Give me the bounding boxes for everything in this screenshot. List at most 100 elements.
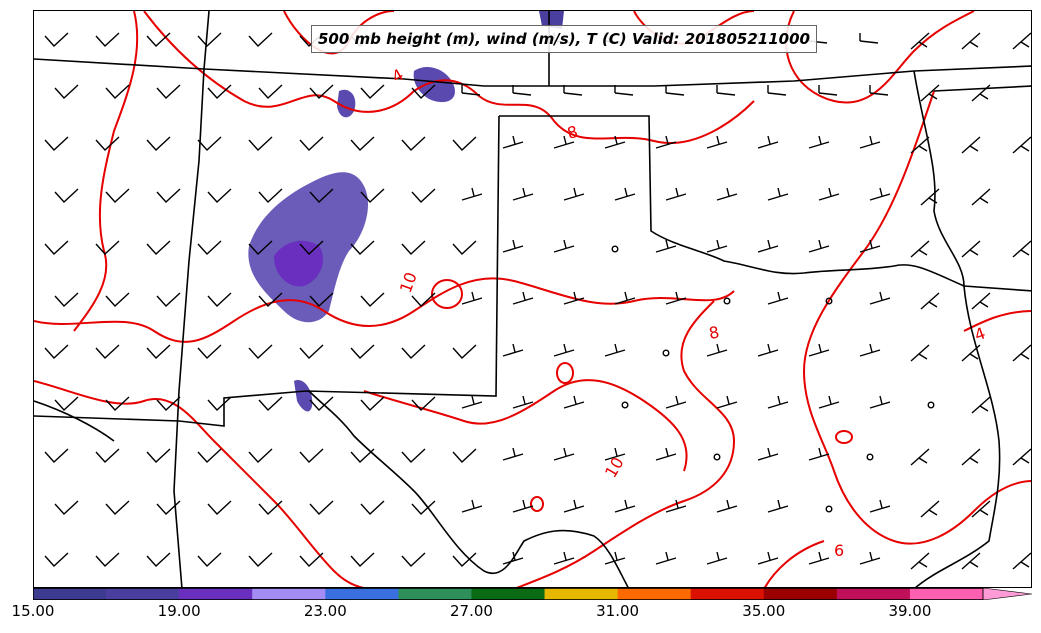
wind-barb <box>706 239 728 253</box>
wind-barb <box>920 188 940 206</box>
wind-barb <box>971 292 991 310</box>
wind-barb <box>604 447 626 461</box>
border-line <box>34 115 500 427</box>
wind-barb <box>553 239 575 253</box>
wind-barb <box>808 551 830 565</box>
wind-barb <box>401 448 426 463</box>
wind-barb <box>614 85 634 96</box>
wind-barb <box>105 292 130 307</box>
colorbar-segment <box>252 588 326 600</box>
calm-wind-marker <box>866 453 874 461</box>
colorbar-segment <box>690 588 765 600</box>
colorbar-tick-label: 35.00 <box>742 602 786 620</box>
contour-line <box>143 11 755 144</box>
wind-barb <box>716 85 736 96</box>
wind-barb <box>350 136 375 151</box>
wind-barb <box>452 136 477 151</box>
wind-barb <box>207 500 232 515</box>
wind-barb <box>757 239 779 253</box>
colorbar-segment <box>106 588 180 600</box>
wind-barb <box>207 84 232 99</box>
wind-barb <box>808 135 830 149</box>
wind-barb <box>502 135 524 149</box>
contour-line <box>73 11 139 332</box>
wind-barb <box>411 292 436 307</box>
wind-barb <box>757 135 779 149</box>
contour-label: 10 <box>396 270 421 296</box>
wind-barb <box>716 187 738 201</box>
wind-barb <box>197 552 222 567</box>
wind-barb <box>95 32 120 47</box>
wind-barb <box>401 552 426 567</box>
wind-barb <box>920 500 940 518</box>
colorbar-segment <box>398 588 472 600</box>
wind-barb <box>971 188 991 206</box>
wind-barb <box>716 395 738 409</box>
wind-barb <box>1012 240 1031 258</box>
calm-wind-marker <box>723 297 731 305</box>
wind-barb <box>869 291 891 305</box>
wind-barb <box>553 343 575 357</box>
wind-barb <box>859 551 881 565</box>
wind-barb <box>665 187 687 201</box>
border-line <box>173 11 210 587</box>
wind-barb <box>95 448 120 463</box>
wind-barb <box>105 396 130 411</box>
wind-barb <box>961 240 981 258</box>
wind-barb <box>1012 552 1031 570</box>
wind-barb <box>655 239 677 253</box>
wind-barb <box>44 552 69 567</box>
wind-barb <box>910 136 930 154</box>
wind-barb <box>920 84 940 102</box>
wind-barb <box>910 344 930 362</box>
contour-line <box>363 379 688 472</box>
wind-barb <box>757 551 779 565</box>
wind-barb <box>971 396 991 414</box>
wind-barb <box>920 292 940 310</box>
wind-barb <box>767 499 789 513</box>
wind-barb <box>146 448 171 463</box>
wind-barb <box>859 343 881 357</box>
wind-barb <box>105 500 130 515</box>
wind-barb <box>309 500 334 515</box>
wind-barb <box>156 188 181 203</box>
map-title: 500 mb height (m), wind (m/s), T (C) Val… <box>311 25 817 53</box>
wind-barb <box>401 240 426 255</box>
wind-barb <box>309 84 334 99</box>
wind-barb <box>258 84 283 99</box>
wind-barb <box>512 187 534 201</box>
wind-barb <box>512 85 532 96</box>
wind-barb <box>512 291 534 305</box>
wind-barb <box>258 500 283 515</box>
wind-barb <box>248 448 273 463</box>
wind-barb <box>961 344 981 362</box>
wind-barb <box>563 85 583 96</box>
wind-barb <box>156 292 181 307</box>
radar-echo-co <box>337 89 356 118</box>
wind-barb <box>910 240 930 258</box>
wind-barb <box>665 291 687 305</box>
wind-barb <box>971 500 991 518</box>
wind-barb <box>859 135 881 149</box>
wind-barb <box>350 552 375 567</box>
wind-barb <box>767 395 789 409</box>
wind-barb <box>757 343 779 357</box>
wind-barb <box>360 500 385 515</box>
wind-barb <box>452 344 477 359</box>
wind-barb <box>44 344 69 359</box>
wind-barb <box>156 396 181 411</box>
wind-barb <box>299 448 324 463</box>
wind-barb <box>767 85 787 96</box>
wind-barb <box>1012 448 1031 466</box>
wind-barb <box>461 187 483 201</box>
wind-barb <box>461 291 483 305</box>
colorbar-segment <box>33 588 107 600</box>
wind-barb <box>248 344 273 359</box>
wind-barb <box>757 447 779 461</box>
wind-barb <box>360 292 385 307</box>
colorbar-tick-label: 15.00 <box>11 602 55 620</box>
wind-barb <box>502 239 524 253</box>
colorbar-tick-label: 23.00 <box>303 602 347 620</box>
